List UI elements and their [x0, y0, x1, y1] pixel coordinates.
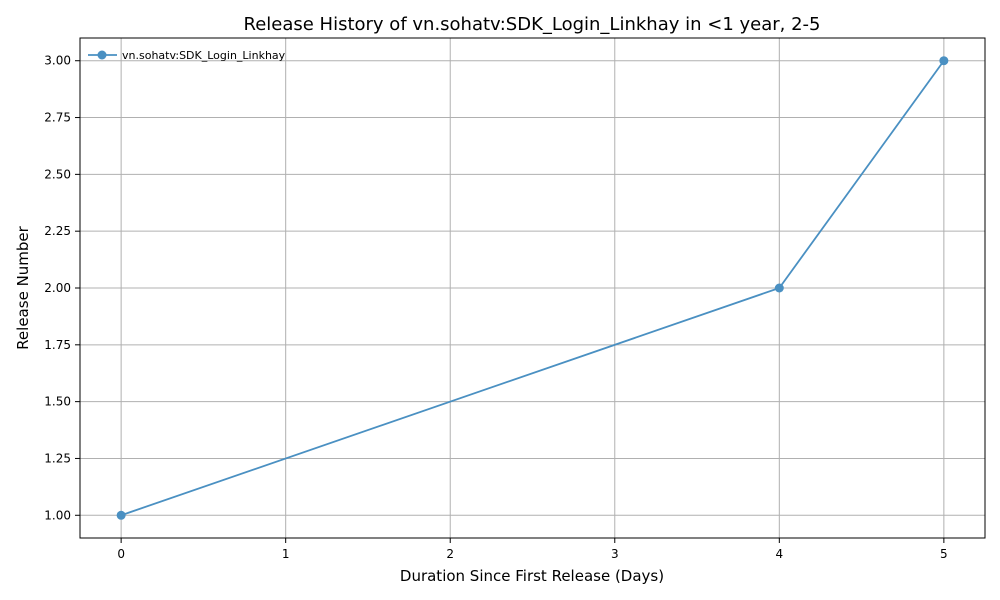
- legend: vn.sohatv:SDK_Login_Linkhay: [88, 49, 286, 62]
- y-tick-label: 1.75: [44, 338, 71, 352]
- legend-label: vn.sohatv:SDK_Login_Linkhay: [122, 49, 286, 62]
- data-point: [774, 283, 784, 293]
- y-tick-label: 1.50: [44, 395, 71, 409]
- data-point: [939, 56, 949, 66]
- y-tick-label: 2.00: [44, 281, 71, 295]
- y-tick-label: 2.75: [44, 111, 71, 125]
- x-tick-label: 4: [775, 547, 783, 561]
- series-layer: [116, 56, 949, 520]
- x-tick-label: 2: [446, 547, 454, 561]
- chart-title: Release History of vn.sohatv:SDK_Login_L…: [244, 14, 821, 35]
- x-axis-label: Duration Since First Release (Days): [400, 567, 664, 585]
- y-tick-label: 1.25: [44, 451, 71, 465]
- axis-ticks: 0 1 2 3 4 5 1.00 1.25 1.50 1.75 2.00 2.25 2.50 2.75 3.…: [44, 54, 947, 561]
- x-tick-label: 1: [282, 547, 290, 561]
- x-tick-label: 5: [940, 547, 948, 561]
- y-tick-label: 2.25: [44, 224, 71, 238]
- y-tick-label: 3.00: [44, 54, 71, 68]
- y-tick-label: 1.00: [44, 508, 71, 522]
- x-tick-label: 3: [611, 547, 619, 561]
- x-tick-label: 0: [117, 547, 125, 561]
- grid-lines: [80, 38, 985, 538]
- data-point: [116, 510, 126, 520]
- legend-marker: [97, 50, 107, 60]
- y-axis-label: Release Number: [14, 225, 32, 349]
- y-tick-label: 2.50: [44, 167, 71, 181]
